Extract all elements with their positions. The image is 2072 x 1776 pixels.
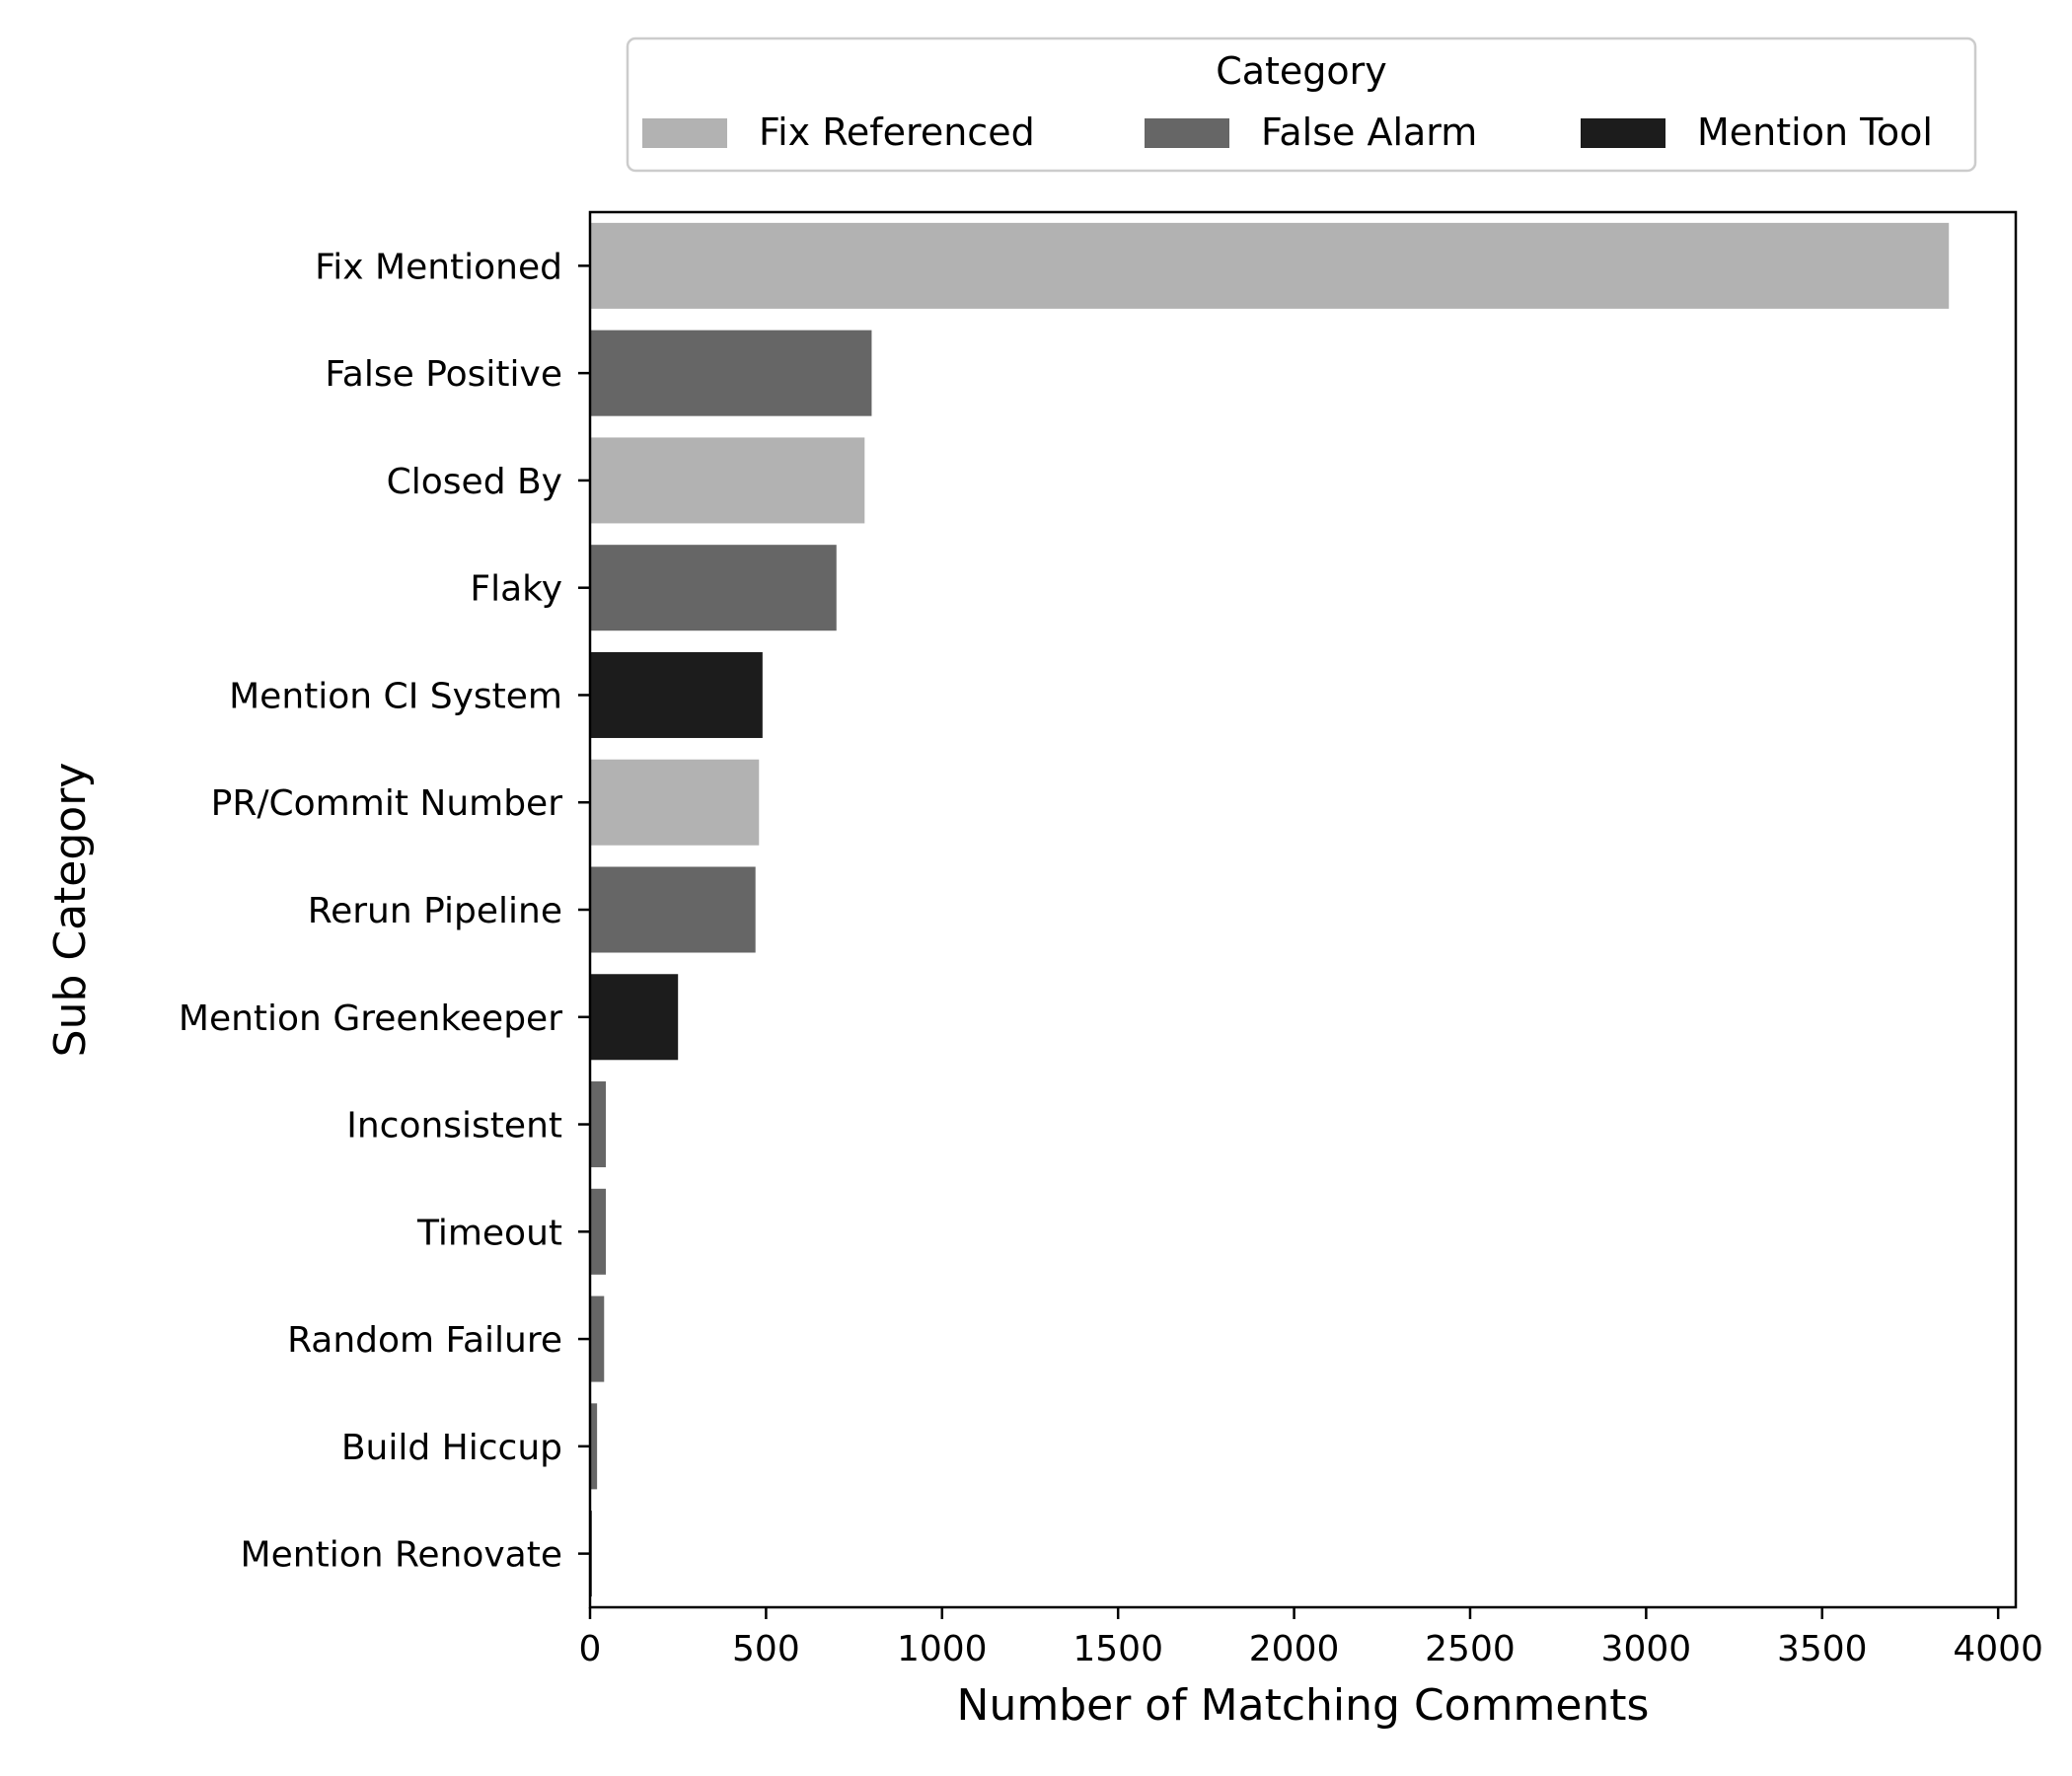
bar bbox=[590, 759, 760, 846]
y-tick-label: Mention Greenkeeper bbox=[179, 999, 562, 1039]
y-tick-label: Fix Mentioned bbox=[315, 247, 562, 287]
y-tick-label: Timeout bbox=[416, 1213, 562, 1253]
bar bbox=[590, 651, 763, 738]
legend-label: False Alarm bbox=[1261, 111, 1477, 154]
x-tick-label: 1000 bbox=[897, 1629, 988, 1669]
x-tick-label: 3500 bbox=[1777, 1629, 1868, 1669]
y-axis: Fix Mentioned False Positive Closed By Flak… bbox=[179, 247, 590, 1576]
legend-label: Mention Tool bbox=[1697, 111, 1933, 154]
legend-title: Category bbox=[1216, 49, 1387, 93]
y-tick-label: Inconsistent bbox=[346, 1106, 562, 1147]
legend: Category Fix Referenced False Alarm Mention… bbox=[626, 37, 1977, 173]
y-tick-label: Rerun Pipeline bbox=[308, 891, 562, 931]
legend-swatch bbox=[642, 118, 727, 148]
bar bbox=[590, 866, 756, 953]
y-tick-label: False Positive bbox=[325, 354, 562, 395]
y-axis-title: Sub Category bbox=[45, 763, 96, 1058]
bars-group bbox=[590, 222, 1950, 1597]
y-tick-label: Closed By bbox=[387, 462, 562, 502]
y-tick-label: Mention Renovate bbox=[241, 1535, 562, 1576]
bar bbox=[590, 1295, 605, 1382]
x-tick-label: 2500 bbox=[1425, 1629, 1516, 1669]
bar bbox=[590, 437, 865, 524]
y-tick-label: Flaky bbox=[470, 569, 562, 610]
plot-area-frame bbox=[588, 210, 2018, 1609]
bar bbox=[590, 545, 837, 631]
bar bbox=[590, 1403, 598, 1490]
y-tick-label: Random Failure bbox=[287, 1320, 562, 1361]
bar bbox=[590, 974, 679, 1061]
x-tick-label: 4000 bbox=[1953, 1629, 2043, 1669]
bar bbox=[590, 1188, 607, 1275]
y-tick-label: Mention CI System bbox=[229, 676, 562, 716]
y-tick-label: Build Hiccup bbox=[341, 1428, 562, 1468]
bar bbox=[590, 222, 1950, 309]
legend-swatch bbox=[1145, 118, 1229, 148]
x-tick-label: 0 bbox=[579, 1629, 602, 1669]
legend-swatch bbox=[1581, 118, 1665, 148]
bar bbox=[590, 1081, 607, 1168]
x-tick-label: 1500 bbox=[1073, 1629, 1163, 1669]
legend-label: Fix Referenced bbox=[759, 111, 1035, 154]
x-axis-title: Number of Matching Comments bbox=[957, 1680, 1650, 1731]
x-axis: 0 500 1000 1500 2000 2500 3000 3500 4000 bbox=[579, 1607, 2043, 1669]
bar bbox=[590, 330, 872, 416]
x-tick-label: 500 bbox=[732, 1629, 800, 1669]
x-tick-label: 2000 bbox=[1249, 1629, 1340, 1669]
x-tick-label: 3000 bbox=[1601, 1629, 1692, 1669]
y-tick-label: PR/Commit Number bbox=[211, 783, 563, 824]
